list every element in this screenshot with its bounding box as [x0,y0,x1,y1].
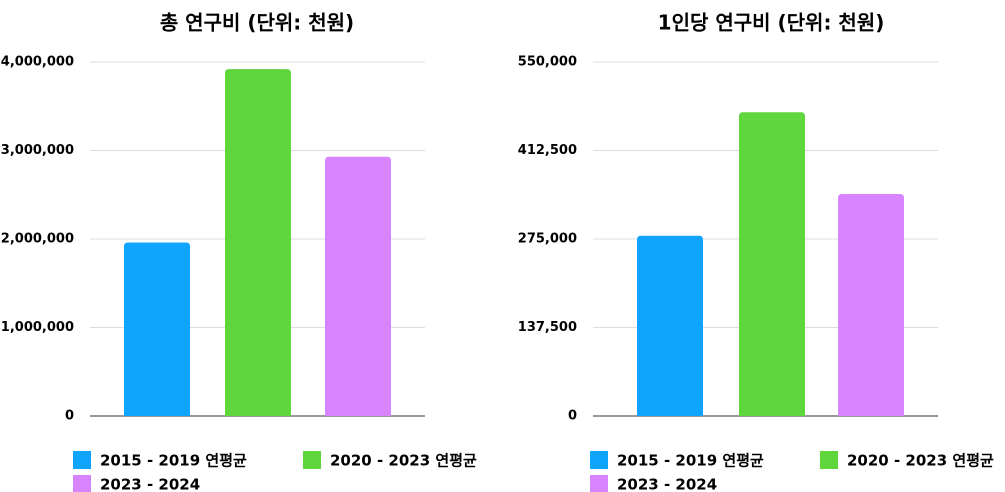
legend-swatch [73,451,91,469]
legend-label: 2020 - 2023 연평균 [847,452,994,470]
legend-swatch [590,475,608,492]
legend-label: 2023 - 2024 [617,476,717,492]
y-tick-label: 0 [568,409,577,424]
legend-swatch [303,451,321,469]
y-tick-label: 0 [65,409,74,424]
legend-label: 2023 - 2024 [100,476,200,492]
bar [637,235,703,416]
chart-title: 총 연구비 (단위: 천원) [160,11,354,35]
bar [325,156,391,416]
y-tick-label: 137,500 [518,320,577,335]
y-tick-label: 1,000,000 [1,320,74,335]
legend-swatch [590,451,608,469]
y-tick-label: 275,000 [518,232,577,247]
bar [838,193,904,416]
legend-label: 2015 - 2019 연평균 [100,452,247,470]
bar [739,112,805,416]
legend-swatch [820,451,838,469]
chart-title: 1인당 연구비 (단위: 천원) [658,11,885,35]
y-tick-label: 3,000,000 [1,143,74,158]
bar [225,69,291,416]
legend-label: 2015 - 2019 연평균 [617,452,764,470]
legend-swatch [73,475,91,492]
y-tick-label: 4,000,000 [1,55,74,70]
y-tick-label: 2,000,000 [1,232,74,247]
y-tick-label: 550,000 [518,55,577,70]
bar [124,242,190,416]
y-tick-label: 412,500 [518,143,577,158]
legend-label: 2020 - 2023 연평균 [330,452,477,470]
